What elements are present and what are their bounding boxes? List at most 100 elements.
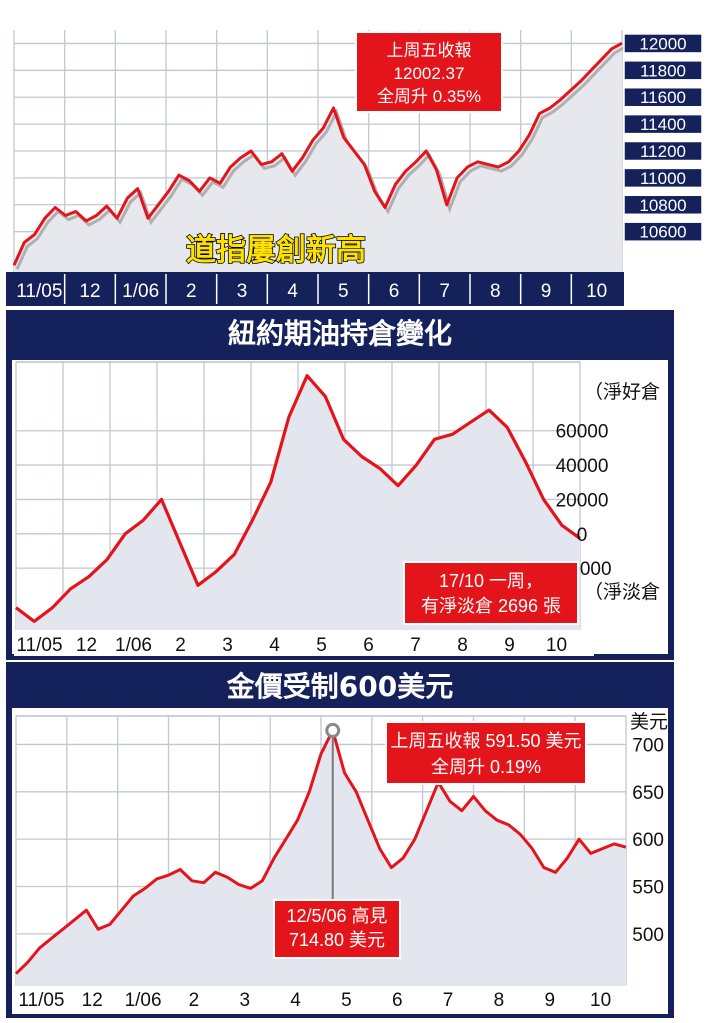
gold-peak-callout: 12/5/06 高見 714.80 美元: [273, 899, 401, 959]
dow-y-tick-box: [623, 194, 703, 216]
dow-x-tick-label: 5: [338, 281, 349, 302]
gold-close-callout: 上周五收報 591.50 美元 全周升 0.19%: [385, 721, 587, 785]
dow-annotation: 道指屢創新高: [186, 233, 366, 268]
oil-x-tick-label: 10: [546, 635, 567, 656]
oil-x-tick-label: 12: [76, 635, 97, 656]
dow-y-tick-box: [623, 33, 703, 54]
gold-x-tick-label: 3: [239, 990, 250, 1011]
oil-y-tick-label: 40000: [556, 456, 609, 477]
oil-y-tick-label: 20000: [556, 490, 609, 511]
gold-close-callout-box: [385, 721, 587, 785]
oil-x-tick-label: 8: [457, 635, 468, 656]
gold-x-tick-label: 9: [544, 990, 555, 1011]
dow-y-tick-box: [623, 167, 703, 189]
oil-xaxis-strip: [14, 630, 594, 656]
dow-y-tick-label: 11200: [640, 142, 686, 161]
dow-series-line: [12, 41, 623, 266]
gold-x-tick-label: 12: [82, 990, 103, 1011]
gold-x-tick-label: 7: [443, 990, 454, 1011]
dow-y-tick-label: 11400: [640, 115, 686, 134]
dow-line-shadow: [15, 45, 626, 270]
dow-x-tick-label: 8: [490, 281, 501, 302]
dow-y-tick-label: 10800: [639, 196, 686, 215]
dow-y-axis-ticks: 12000 11800 11600 11400 11200 11000 10800 10600: [623, 33, 703, 242]
dow-y-tick-box: [623, 113, 703, 135]
oil-callout-line-1: 17/10 一周，: [439, 571, 543, 591]
dow-x-tick-label: 4: [287, 281, 298, 302]
dow-callout: 上周五收報 12002.37 全周升 0.35%: [355, 31, 503, 113]
dow-y-tick-box: [623, 86, 703, 108]
dow-area-fill: [14, 43, 622, 273]
gold-chart-title: 金價受制600美元: [226, 670, 453, 703]
dow-x-tick-label: 7: [439, 281, 450, 302]
dow-y-tick-box: [623, 221, 703, 242]
gold-y-tick-label: 600: [632, 830, 664, 851]
oil-x-tick-label: 4: [269, 635, 280, 656]
oil-y-tick-label: 60000: [556, 422, 609, 443]
gold-y-tick-label: 500: [632, 925, 664, 946]
dow-x-tick-label: 12: [79, 281, 100, 302]
oil-x-axis-labels: 11/05 12 1/06 2 3 4 5 6 7 8 9 10: [16, 635, 567, 656]
dow-x-axis-labels: 11/05 12 1/06 2 3 4 5 6 7 8 9 10: [16, 274, 607, 304]
dow-x-tick-label: 3: [237, 281, 248, 302]
oil-y-tick-label: 0: [577, 525, 588, 546]
gold-x-tick-label: 8: [494, 990, 505, 1011]
gold-x-tick-label: 5: [341, 990, 352, 1011]
oil-y-top-label: （淨好倉: [584, 381, 660, 403]
gold-peak-callout-box: [273, 899, 401, 959]
gold-close-callout-line-1: 上周五收報 591.50 美元: [390, 731, 581, 751]
oil-x-tick-label: 11/05: [16, 635, 62, 656]
dow-x-tick-label: 10: [586, 281, 607, 302]
gold-xaxis-strip: [14, 986, 630, 1012]
dow-y-tick-box: [623, 60, 703, 81]
oil-x-tick-label: 5: [316, 635, 327, 656]
gold-y-tick-label: 650: [632, 783, 664, 804]
dow-y-tick-label: 11000: [640, 169, 686, 188]
dow-callout-line-2: 12002.37: [394, 64, 465, 83]
oil-x-tick-label: 6: [363, 635, 374, 656]
gold-x-tick-label: 2: [189, 990, 200, 1011]
gold-x-tick-label: 6: [392, 990, 403, 1011]
dow-callout-line-1: 上周五收報: [387, 41, 472, 60]
dow-x-tick-label: 9: [541, 281, 552, 302]
oil-series-line: [15, 374, 581, 623]
oil-x-tick-label: 9: [504, 635, 515, 656]
oil-x-tick-label: 3: [222, 635, 233, 656]
oil-x-tick-label: 2: [175, 635, 186, 656]
gold-x-tick-label: 4: [290, 990, 301, 1011]
oil-title-bar: [6, 310, 674, 354]
dow-x-tick-label: 6: [389, 281, 400, 302]
dow-x-tick-label: 2: [186, 281, 197, 302]
oil-callout-line-2: 有淨淡倉 2696 張: [421, 596, 561, 616]
gold-x-axis-labels: 11/05 12 1/06 2 3 4 5 6 7 8 9 10: [18, 990, 611, 1011]
dow-callout-box: [355, 31, 503, 113]
oil-y-bottom-label: （淨淡倉: [584, 581, 660, 603]
dow-y-tick-label: 11800: [640, 61, 686, 80]
dow-callout-line-3: 全周升 0.35%: [377, 87, 481, 106]
dow-y-tick-label: 10600: [639, 223, 686, 242]
gold-close-callout-line-2: 全周升 0.19%: [431, 757, 541, 777]
gold-y-tick-label: 550: [632, 878, 664, 899]
dow-y-tick-box: [623, 140, 703, 162]
gold-series-line: [14, 728, 627, 975]
gold-x-tick-label: 11/05: [18, 990, 64, 1011]
dow-y-tick-label: 12000: [639, 34, 686, 53]
gold-area-fill: [16, 730, 626, 986]
oil-chart-title: 紐約期油持倉變化: [228, 317, 452, 350]
gold-y-tick-label: 700: [632, 735, 664, 756]
gold-x-tick-label: 1/06: [125, 990, 162, 1011]
dow-x-tick-label: 11/05: [16, 281, 62, 302]
oil-callout-box: [403, 561, 579, 625]
oil-callout: 17/10 一周， 有淨淡倉 2696 張: [403, 561, 579, 625]
dow-x-tick-label: 1/06: [122, 281, 159, 302]
oil-x-tick-label: 7: [410, 635, 421, 656]
gold-peak-callout-line-1: 12/5/06 高見: [286, 906, 387, 926]
gold-x-tick-label: 10: [590, 990, 611, 1011]
oil-x-tick-label: 1/06: [115, 635, 152, 656]
gold-title-bar: [6, 662, 674, 704]
gold-y-axis-ticks: 700 650 600 550 500: [632, 735, 664, 945]
gold-peak-marker: [325, 722, 341, 738]
